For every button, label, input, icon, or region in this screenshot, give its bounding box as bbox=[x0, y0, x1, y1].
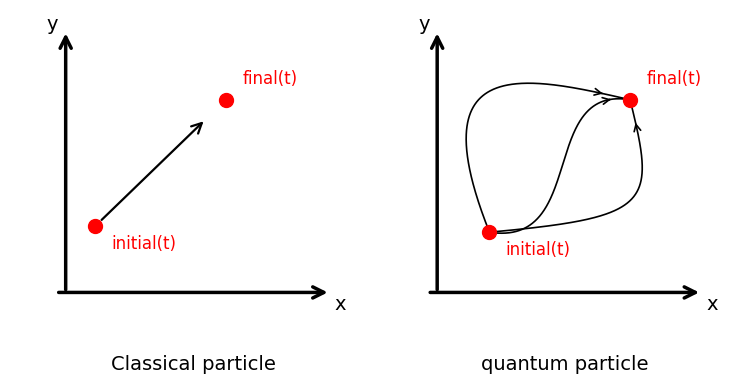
Point bbox=[624, 96, 636, 103]
Text: y: y bbox=[47, 15, 59, 34]
Point bbox=[89, 223, 101, 229]
Text: x: x bbox=[706, 295, 718, 314]
Text: final(t): final(t) bbox=[646, 70, 701, 88]
Point bbox=[484, 229, 496, 235]
Text: Classical particle: Classical particle bbox=[111, 356, 276, 374]
Text: final(t): final(t) bbox=[242, 70, 297, 88]
Text: quantum particle: quantum particle bbox=[481, 356, 649, 374]
Text: initial(t): initial(t) bbox=[111, 235, 176, 253]
Text: y: y bbox=[418, 15, 430, 34]
Text: initial(t): initial(t) bbox=[506, 241, 571, 259]
Point bbox=[220, 96, 232, 103]
Text: x: x bbox=[334, 295, 346, 314]
